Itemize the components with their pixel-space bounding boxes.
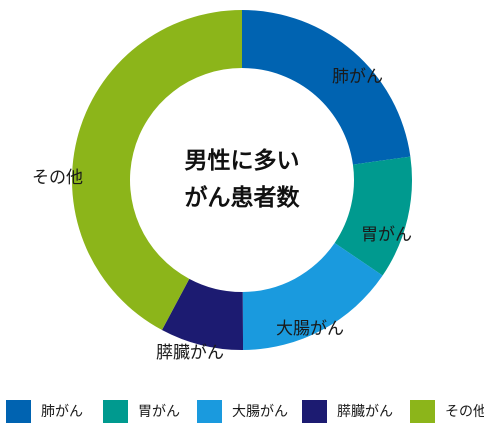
- chart-title-line-2: がん患者数: [185, 184, 301, 211]
- legend-item-2: 胃がん: [103, 398, 180, 424]
- donut-slice-1: [242, 10, 411, 165]
- legend-swatch: [103, 399, 128, 423]
- legend-item-3: 大腸がん: [197, 398, 288, 424]
- slice-label-4: 膵臓がん: [156, 343, 224, 363]
- donut-slice-4: [161, 278, 244, 350]
- legend-swatch: [6, 399, 31, 423]
- legend-swatch: [197, 399, 222, 423]
- legend-swatch: [410, 399, 435, 423]
- legend-item-5: その他: [410, 398, 484, 424]
- slice-label-5: その他: [32, 168, 83, 188]
- slice-label-1: 肺がん: [332, 67, 383, 87]
- legend-label: 胃がん: [138, 404, 180, 420]
- donut-slice-3: [242, 242, 383, 350]
- slice-label-2: 胃がん: [361, 225, 412, 245]
- chart-title-line-1: 男性に多い: [185, 147, 300, 174]
- slice-label-3: 大腸がん: [276, 319, 344, 339]
- legend-swatch: [302, 399, 327, 423]
- donut-slice-5: [72, 10, 243, 330]
- legend-label: その他: [445, 404, 484, 420]
- legend-label: 大腸がん: [232, 404, 288, 420]
- legend-item-4: 膵臓がん: [302, 398, 393, 424]
- legend-item-1: 肺がん: [6, 398, 83, 424]
- legend-label: 肺がん: [41, 404, 83, 420]
- chart-legend: 肺がん 胃がん 大腸がん 膵臓がん その他: [6, 398, 484, 424]
- legend-label: 膵臓がん: [337, 404, 393, 420]
- donut-slice-2: [334, 156, 413, 276]
